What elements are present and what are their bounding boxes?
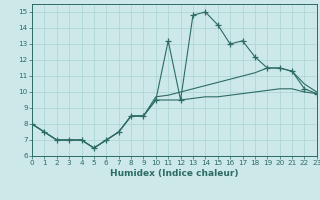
X-axis label: Humidex (Indice chaleur): Humidex (Indice chaleur) [110, 169, 239, 178]
